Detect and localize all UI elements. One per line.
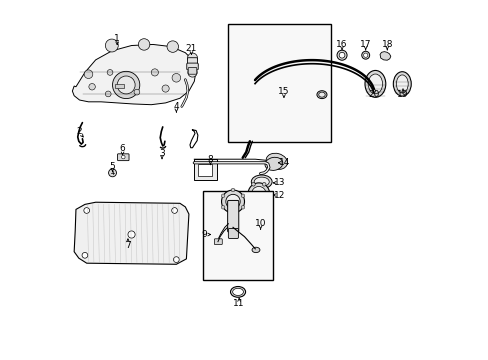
Text: 20: 20 (368, 90, 379, 99)
Circle shape (241, 194, 244, 198)
Circle shape (107, 69, 113, 75)
Circle shape (84, 70, 93, 78)
Text: 4: 4 (173, 102, 179, 111)
Circle shape (251, 186, 265, 201)
Text: 7: 7 (125, 241, 131, 250)
Text: 17: 17 (359, 40, 371, 49)
Circle shape (151, 69, 158, 76)
FancyBboxPatch shape (188, 67, 196, 74)
Circle shape (262, 183, 265, 186)
Circle shape (262, 201, 265, 205)
Circle shape (128, 231, 135, 238)
Circle shape (246, 192, 249, 195)
Ellipse shape (316, 91, 326, 99)
Circle shape (117, 76, 135, 94)
FancyBboxPatch shape (227, 201, 238, 232)
FancyBboxPatch shape (187, 58, 197, 66)
Ellipse shape (232, 288, 243, 296)
Ellipse shape (265, 153, 287, 170)
Circle shape (231, 188, 234, 192)
Circle shape (189, 61, 198, 69)
Circle shape (108, 169, 116, 177)
Ellipse shape (264, 157, 282, 170)
FancyBboxPatch shape (214, 239, 222, 244)
Circle shape (89, 84, 95, 90)
Circle shape (241, 206, 244, 209)
Circle shape (221, 190, 244, 213)
Text: 21: 21 (185, 44, 197, 53)
FancyBboxPatch shape (186, 63, 198, 70)
Text: 14: 14 (279, 158, 290, 167)
Circle shape (83, 208, 89, 213)
Ellipse shape (251, 247, 260, 253)
Circle shape (267, 192, 271, 195)
Text: 5: 5 (109, 162, 115, 171)
FancyBboxPatch shape (115, 84, 124, 88)
Circle shape (251, 183, 255, 186)
Circle shape (339, 52, 344, 58)
Circle shape (221, 194, 224, 198)
Text: 8: 8 (207, 155, 213, 164)
Circle shape (171, 208, 177, 213)
Circle shape (105, 39, 118, 52)
Circle shape (231, 211, 234, 215)
Circle shape (363, 53, 367, 57)
Text: 3: 3 (159, 149, 164, 158)
Bar (203, 191, 273, 280)
Bar (228, 24, 330, 142)
Text: 13: 13 (273, 178, 285, 187)
Polygon shape (72, 44, 196, 105)
Ellipse shape (230, 287, 245, 297)
Polygon shape (74, 202, 188, 264)
Ellipse shape (367, 74, 382, 94)
Circle shape (138, 39, 149, 50)
Text: 6: 6 (120, 144, 125, 153)
Circle shape (134, 89, 140, 95)
Text: 15: 15 (278, 86, 289, 95)
FancyBboxPatch shape (228, 228, 238, 238)
Ellipse shape (318, 92, 325, 97)
Circle shape (82, 252, 88, 258)
Circle shape (167, 41, 178, 52)
Text: 16: 16 (336, 40, 347, 49)
Text: 9: 9 (201, 230, 207, 239)
Polygon shape (379, 51, 390, 60)
Circle shape (247, 183, 269, 204)
Text: 10: 10 (254, 219, 266, 228)
Text: 2: 2 (76, 127, 81, 136)
Ellipse shape (392, 72, 410, 96)
Ellipse shape (254, 177, 269, 186)
Circle shape (112, 71, 140, 99)
Text: 11: 11 (233, 299, 244, 308)
Text: 1: 1 (114, 34, 120, 43)
Ellipse shape (251, 175, 271, 189)
Text: 12: 12 (273, 190, 285, 199)
Circle shape (121, 155, 125, 159)
Circle shape (336, 50, 346, 60)
Text: 18: 18 (381, 40, 392, 49)
Text: 19: 19 (396, 90, 408, 99)
Circle shape (225, 194, 240, 209)
Circle shape (187, 53, 197, 63)
Circle shape (221, 206, 224, 209)
Ellipse shape (396, 75, 407, 93)
Circle shape (105, 91, 111, 97)
Circle shape (173, 257, 179, 262)
Ellipse shape (364, 71, 385, 97)
Circle shape (162, 85, 169, 92)
FancyBboxPatch shape (117, 154, 129, 161)
Circle shape (172, 73, 180, 82)
Circle shape (361, 51, 369, 59)
Circle shape (251, 201, 255, 205)
Circle shape (187, 68, 197, 77)
FancyBboxPatch shape (193, 159, 217, 180)
FancyBboxPatch shape (198, 164, 212, 176)
